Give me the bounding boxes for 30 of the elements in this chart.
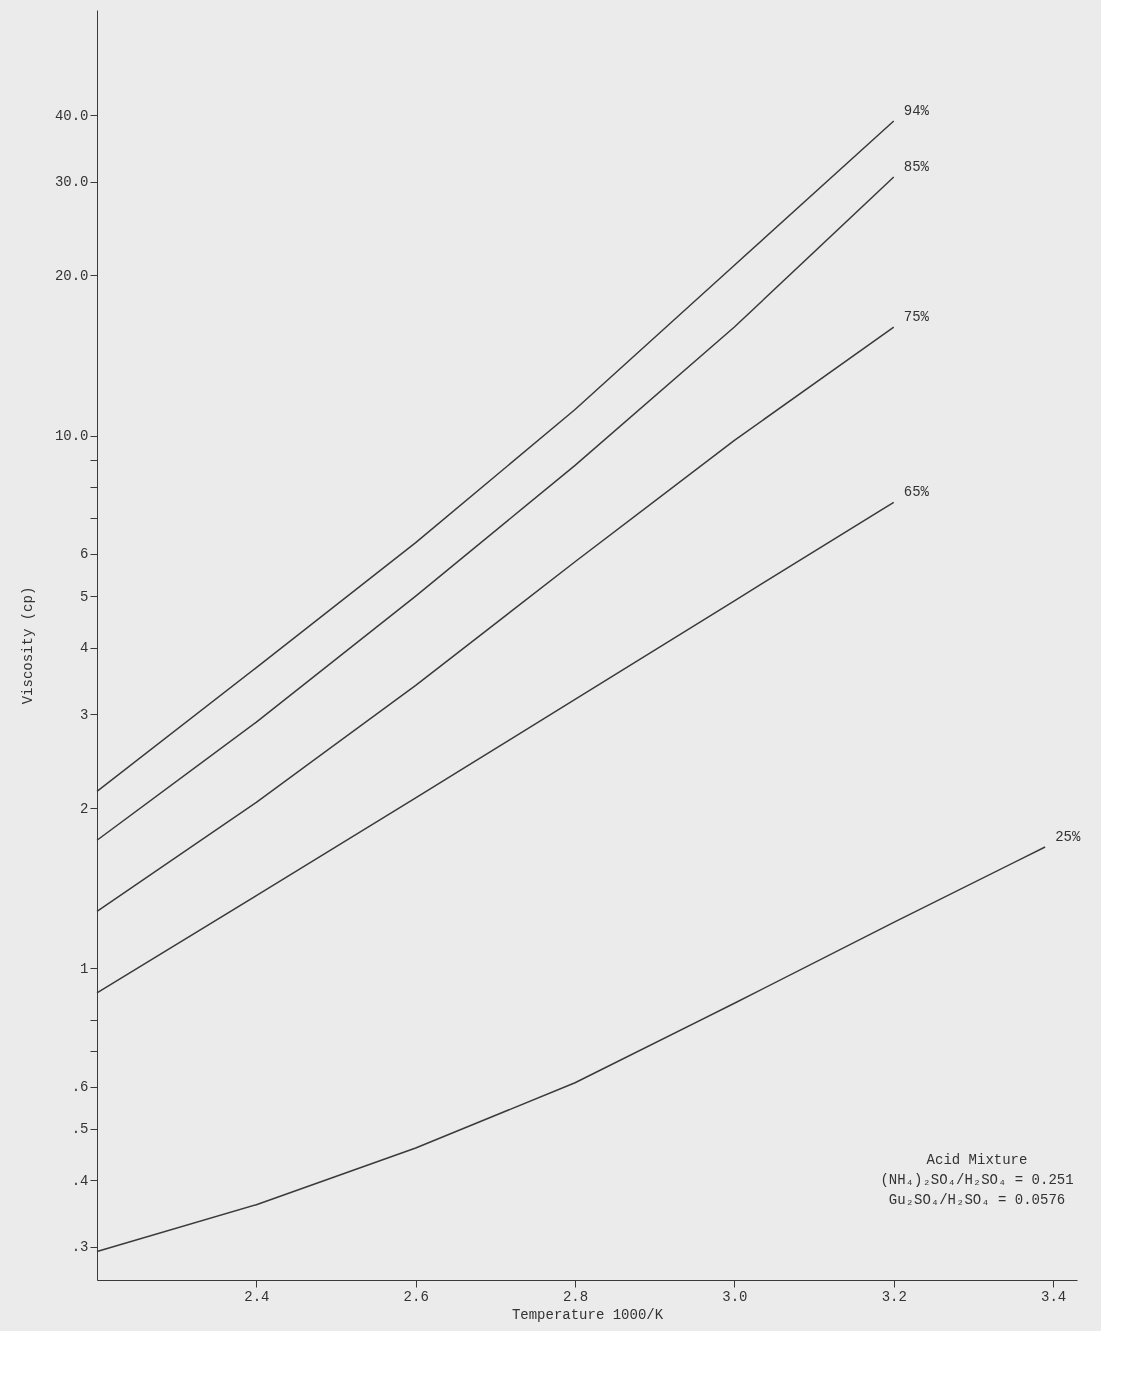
annotation: Acid Mixture	[926, 1152, 1028, 1168]
series-label: 25%	[1055, 829, 1081, 846]
series-label: 75%	[903, 309, 930, 326]
y-tick-label: 6	[80, 546, 89, 563]
y-tick-label: 30.0	[54, 174, 89, 191]
x-tick-label: 2.8	[562, 1288, 589, 1305]
y-tick-label: 3	[80, 706, 89, 723]
y-tick-label: 40.0	[54, 107, 89, 124]
x-axis-title: Temperature 1000/K	[511, 1306, 664, 1323]
y-tick-label: .5	[71, 1121, 89, 1138]
y-tick-label: 4	[80, 640, 89, 657]
y-tick-label: 1	[80, 960, 89, 977]
annotation: Gu₂SO₄/H₂SO₄ = 0.0576	[888, 1192, 1066, 1208]
y-tick-label: .4	[71, 1172, 89, 1189]
y-tick-label: 10.0	[54, 428, 89, 445]
x-tick-label: 2.6	[403, 1288, 429, 1305]
y-tick-label: 20.0	[54, 267, 89, 284]
x-tick-label: 2.4	[244, 1288, 270, 1305]
annotation: (NH₄)₂SO₄/H₂SO₄ = 0.251	[880, 1172, 1074, 1188]
y-tick-label: .3	[71, 1239, 89, 1256]
x-tick-label: 3.0	[722, 1288, 748, 1305]
x-tick-label: 3.4	[1040, 1288, 1067, 1305]
series-label: 94%	[903, 102, 930, 119]
y-axis-title: Viscosity (cp)	[19, 586, 36, 705]
y-tick-label: .6	[71, 1079, 89, 1096]
series-label: 65%	[903, 484, 930, 501]
y-tick-label: 5	[80, 588, 89, 605]
y-tick-label: 2	[80, 800, 89, 817]
x-tick-label: 3.2	[881, 1288, 907, 1305]
series-label: 85%	[903, 159, 930, 176]
